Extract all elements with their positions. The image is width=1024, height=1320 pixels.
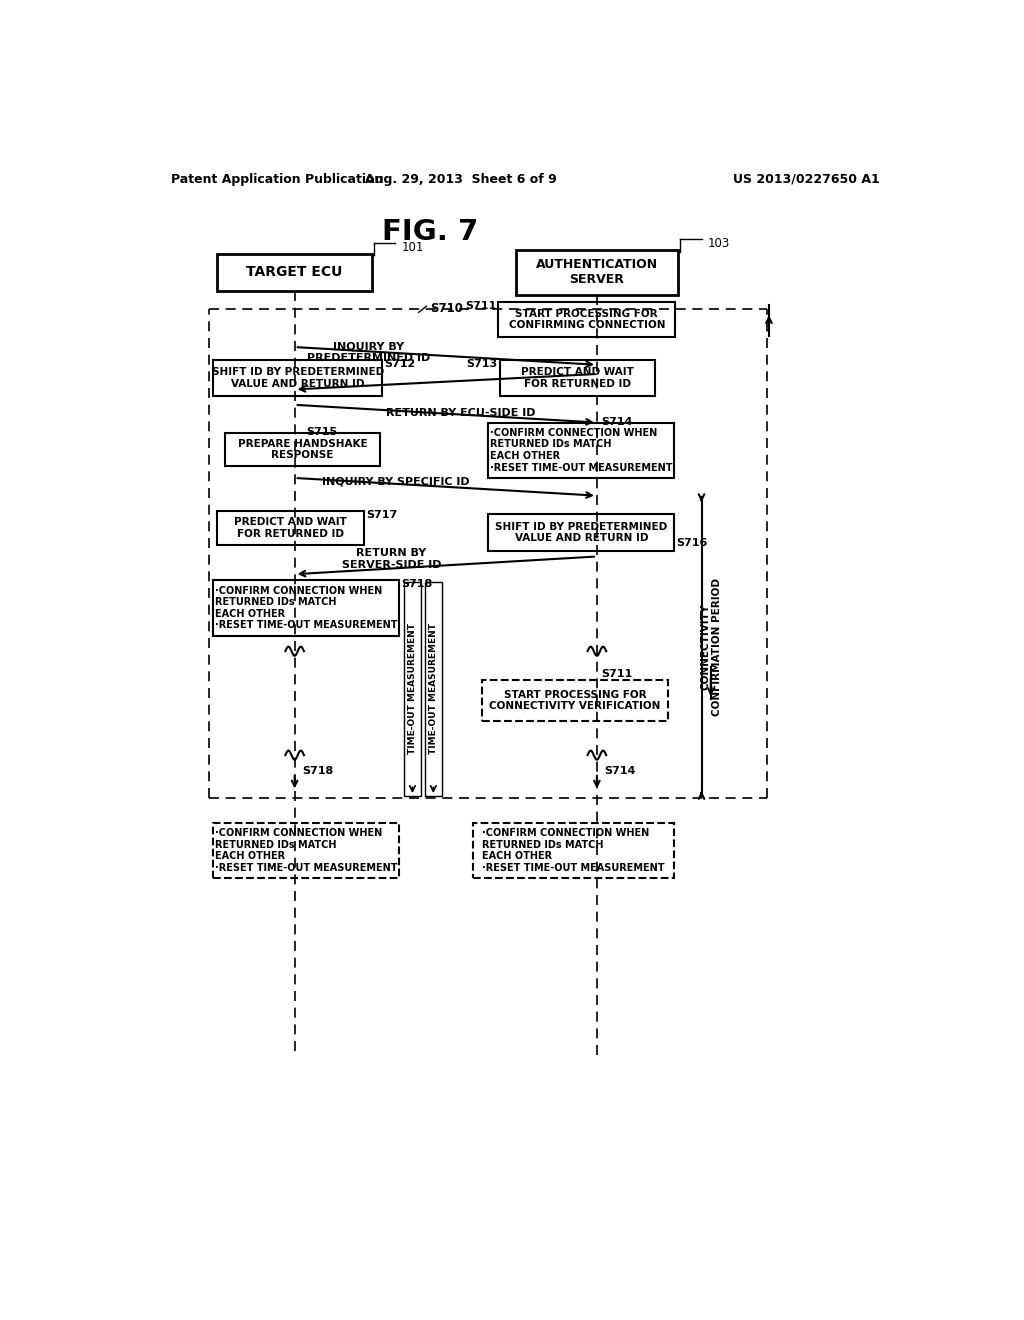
Text: S715: S715	[306, 426, 337, 437]
Text: ·CONFIRM CONNECTION WHEN
RETURNED IDs MATCH
EACH OTHER
·RESET TIME-OUT MEASUREME: ·CONFIRM CONNECTION WHEN RETURNED IDs MA…	[490, 428, 673, 473]
Bar	[499, 302, 675, 337]
Bar	[213, 360, 382, 396]
Text: S713: S713	[467, 359, 498, 370]
Bar	[488, 422, 675, 478]
Text: S714: S714	[601, 417, 632, 426]
Bar	[225, 433, 380, 466]
Text: SHIFT ID BY PREDETERMINED
VALUE AND RETURN ID: SHIFT ID BY PREDETERMINED VALUE AND RETU…	[496, 521, 668, 544]
Text: ·CONFIRM CONNECTION WHEN
RETURNED IDs MATCH
EACH OTHER
·RESET TIME-OUT MEASUREME: ·CONFIRM CONNECTION WHEN RETURNED IDs MA…	[215, 586, 397, 631]
Text: AUTHENTICATION
SERVER: AUTHENTICATION SERVER	[536, 259, 658, 286]
Bar	[217, 253, 372, 290]
Text: Patent Application Publication: Patent Application Publication	[171, 173, 383, 186]
Bar	[213, 822, 399, 878]
Text: TARGET ECU: TARGET ECU	[247, 265, 343, 280]
Text: PREPARE HANDSHAKE
RESPONSE: PREPARE HANDSHAKE RESPONSE	[238, 438, 368, 461]
Bar	[515, 249, 678, 294]
Text: S711: S711	[465, 301, 496, 312]
Text: S718: S718	[302, 767, 334, 776]
Bar	[403, 582, 421, 796]
Text: S718: S718	[401, 579, 433, 589]
Text: S710: S710	[430, 302, 463, 315]
Text: SHIFT ID BY PREDETERMINED
VALUE AND RETURN ID: SHIFT ID BY PREDETERMINED VALUE AND RETU…	[212, 367, 384, 388]
Text: S712: S712	[385, 359, 416, 370]
Text: START PROCESSING FOR
CONFIRMING CONNECTION: START PROCESSING FOR CONFIRMING CONNECTI…	[509, 309, 665, 330]
Text: US 2013/0227650 A1: US 2013/0227650 A1	[733, 173, 880, 186]
Text: INQUIRY BY
PREDETERMINED ID: INQUIRY BY PREDETERMINED ID	[306, 342, 430, 363]
Bar	[482, 681, 669, 721]
Text: 103: 103	[708, 238, 730, 251]
Text: RETURN BY
SERVER-SIDE ID: RETURN BY SERVER-SIDE ID	[342, 548, 441, 570]
Text: RETURN BY ECU-SIDE ID: RETURN BY ECU-SIDE ID	[386, 408, 536, 417]
Bar	[213, 581, 399, 636]
Text: PREDICT AND WAIT
FOR RETURNED ID: PREDICT AND WAIT FOR RETURNED ID	[521, 367, 634, 388]
Text: TIME-OUT MEASUREMENT: TIME-OUT MEASUREMENT	[408, 623, 417, 755]
Text: TIME-OUT MEASUREMENT: TIME-OUT MEASUREMENT	[429, 623, 438, 755]
Bar	[217, 511, 365, 545]
Text: S714: S714	[604, 767, 636, 776]
Text: ·CONFIRM CONNECTION WHEN
RETURNED IDs MATCH
EACH OTHER
·RESET TIME-OUT MEASUREME: ·CONFIRM CONNECTION WHEN RETURNED IDs MA…	[482, 828, 665, 873]
Text: INQUIRY BY SPECIFIC ID: INQUIRY BY SPECIFIC ID	[322, 477, 469, 487]
Text: FIG. 7: FIG. 7	[382, 218, 478, 246]
Text: S716: S716	[677, 539, 708, 548]
Bar	[425, 582, 442, 796]
Bar	[488, 515, 675, 552]
Text: 101: 101	[401, 242, 424, 255]
Text: START PROCESSING FOR
CONNECTIVITY VERIFICATION: START PROCESSING FOR CONNECTIVITY VERIFI…	[489, 689, 660, 711]
Text: S717: S717	[367, 510, 398, 520]
Text: S711: S711	[601, 669, 632, 680]
Text: Aug. 29, 2013  Sheet 6 of 9: Aug. 29, 2013 Sheet 6 of 9	[366, 173, 557, 186]
Bar	[500, 360, 655, 396]
Text: PREDICT AND WAIT
FOR RETURNED ID: PREDICT AND WAIT FOR RETURNED ID	[234, 517, 347, 539]
Text: ·CONFIRM CONNECTION WHEN
RETURNED IDs MATCH
EACH OTHER
·RESET TIME-OUT MEASUREME: ·CONFIRM CONNECTION WHEN RETURNED IDs MA…	[215, 828, 397, 873]
Text: CONNECTIVITY
CONFIRMATION PERIOD: CONNECTIVITY CONFIRMATION PERIOD	[700, 578, 722, 715]
Bar	[473, 822, 675, 878]
